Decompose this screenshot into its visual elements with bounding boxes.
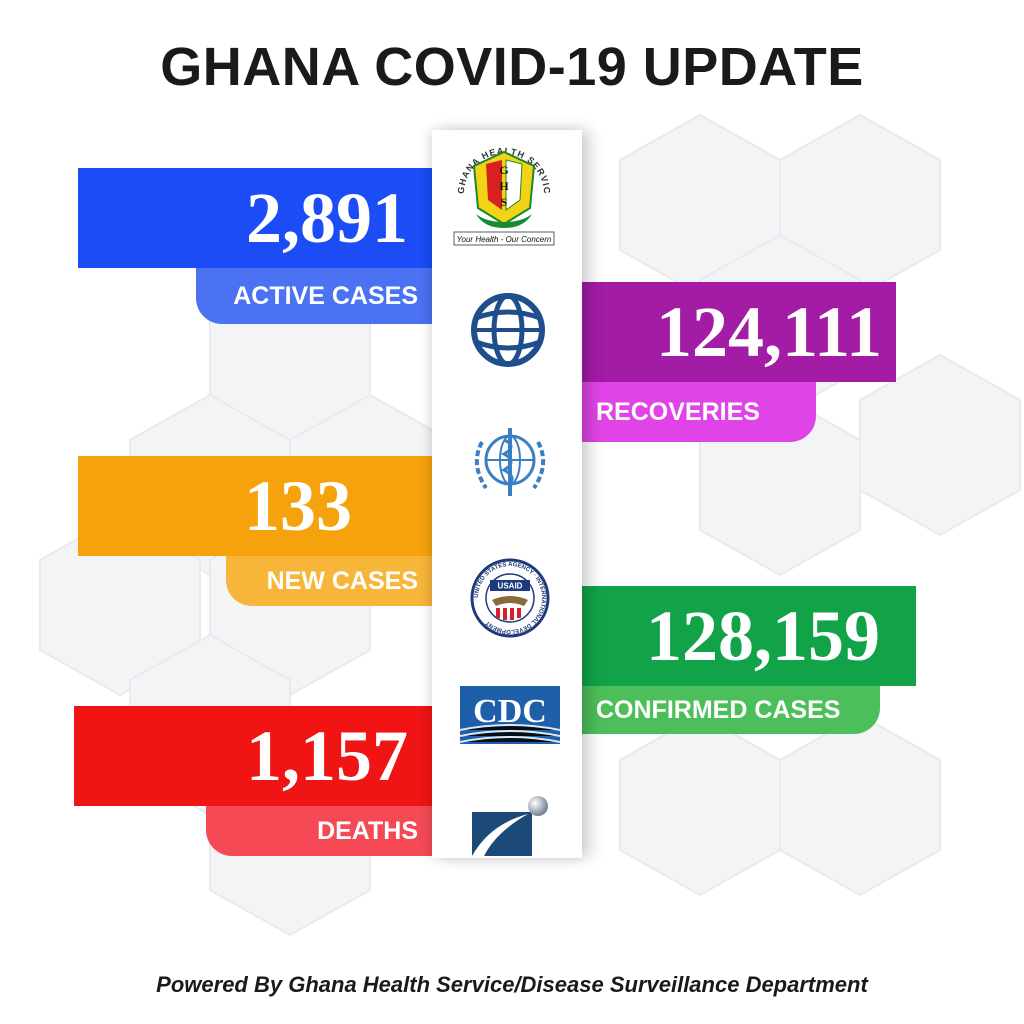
usaid-center-text: USAID	[498, 582, 523, 591]
partner-swoosh-icon	[472, 796, 548, 856]
footer-credit: Powered By Ghana Health Service/Disease …	[156, 972, 868, 997]
deaths-label: DEATHS	[206, 806, 432, 856]
confirmed-cases-label: CONFIRMED CASES	[582, 686, 880, 734]
cdc-logo: CDC	[460, 686, 560, 744]
active-cases-value: 2,891	[78, 168, 432, 268]
ghs-logo: GHANA HEALTH SERVICE G H S Your Health -…	[446, 130, 562, 248]
who-emblem-icon	[474, 428, 546, 496]
new-cases-label: NEW CASES	[226, 556, 432, 606]
page-title: GHANA COVID-19 UPDATE	[160, 37, 864, 97]
cdc-text: CDC	[473, 693, 547, 730]
ghs-letter-h: H	[499, 179, 509, 193]
ghs-tagline: Your Health - Our Concern	[457, 235, 552, 244]
confirmed-cases-value: 128,159	[582, 586, 916, 686]
globe-icon	[471, 293, 545, 367]
ghs-letter-g: G	[499, 163, 508, 177]
world-bank-logo	[468, 292, 548, 368]
recoveries-value: 124,111	[582, 282, 896, 382]
who-logo	[468, 424, 552, 500]
usaid-logo: UNITED STATES AGENCY · INTERNATIONAL DEV…	[468, 556, 552, 640]
new-cases-value: 133	[78, 456, 432, 556]
active-cases-label: ACTIVE CASES	[196, 268, 432, 324]
ghs-letter-s: S	[501, 195, 508, 209]
deaths-value: 1,157	[74, 706, 432, 806]
recoveries-label: RECOVERIES	[582, 382, 816, 442]
partner-logo	[470, 794, 550, 856]
